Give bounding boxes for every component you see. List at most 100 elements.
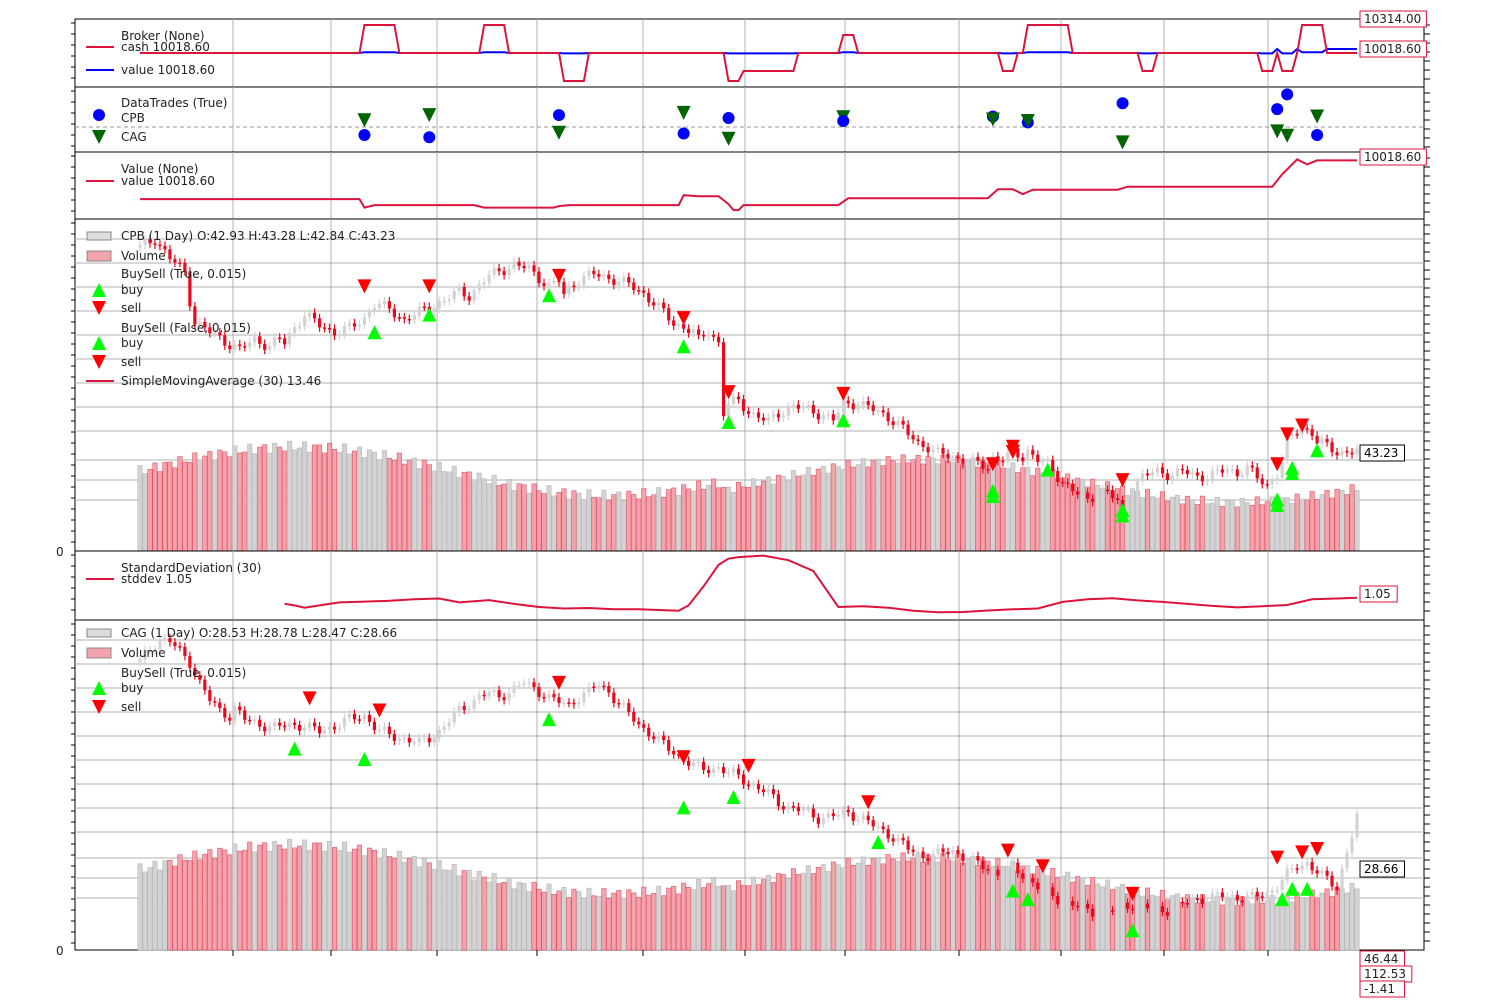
volume-bar bbox=[910, 459, 916, 552]
candle-body bbox=[1250, 465, 1254, 468]
candle-body bbox=[956, 850, 960, 854]
volume-bar bbox=[411, 855, 417, 951]
volume-bar bbox=[611, 494, 617, 552]
volume-bar bbox=[192, 850, 198, 951]
volume-bar bbox=[1010, 462, 1016, 552]
volume-bar bbox=[401, 861, 407, 951]
buy-marker bbox=[541, 288, 556, 303]
candle-body bbox=[1175, 901, 1180, 910]
volume-bar bbox=[895, 860, 901, 951]
volume-bar bbox=[496, 883, 502, 951]
candle-body bbox=[921, 441, 925, 448]
trade-marker-cpb bbox=[1281, 88, 1294, 101]
candle-body bbox=[976, 456, 980, 461]
candle-body bbox=[726, 403, 731, 417]
candle-body bbox=[342, 325, 347, 335]
volume-bar bbox=[646, 894, 652, 951]
volume-bar bbox=[1214, 497, 1220, 552]
candle-body bbox=[507, 693, 511, 701]
volume-bar bbox=[1349, 484, 1355, 552]
candle-body bbox=[1225, 469, 1229, 473]
volume-bar bbox=[750, 876, 756, 951]
volume-bar bbox=[541, 493, 547, 552]
candle-body bbox=[532, 682, 536, 688]
volume-bar bbox=[551, 894, 557, 951]
candle-body bbox=[1215, 469, 1219, 471]
volume-bar bbox=[322, 452, 328, 552]
candle-body bbox=[941, 447, 945, 454]
candle-body bbox=[761, 417, 766, 421]
sell-marker bbox=[302, 691, 317, 706]
candle-body bbox=[1240, 900, 1244, 903]
volume-bar bbox=[1299, 897, 1305, 951]
volume-bar bbox=[1050, 867, 1056, 951]
volume-bar bbox=[661, 496, 667, 552]
candle-body bbox=[1200, 898, 1204, 904]
candle-body bbox=[352, 323, 357, 327]
candle-body bbox=[327, 726, 332, 731]
candle-body bbox=[1170, 476, 1175, 481]
bottom-tag: 46.44 bbox=[1364, 952, 1398, 966]
volume-bar bbox=[1249, 903, 1255, 951]
volume-bar bbox=[1174, 893, 1180, 951]
buy-marker bbox=[1125, 923, 1140, 938]
candle-body bbox=[462, 286, 466, 297]
candle-body bbox=[402, 317, 406, 319]
volume-bar bbox=[137, 465, 143, 552]
buy-marker bbox=[871, 835, 886, 850]
volume-bar bbox=[232, 445, 238, 552]
candle-body bbox=[288, 722, 292, 728]
volume-bar bbox=[1219, 506, 1225, 552]
buy-marker bbox=[726, 790, 741, 805]
volume-bar bbox=[716, 487, 722, 552]
candle-body bbox=[213, 701, 217, 703]
volume-bar bbox=[511, 490, 517, 552]
candle-body bbox=[138, 659, 142, 663]
candle-body bbox=[1086, 492, 1090, 499]
volume-bar bbox=[1274, 504, 1280, 552]
legend-entry: BuySell (True, 0.015) bbox=[121, 666, 246, 680]
volume-bar bbox=[1304, 499, 1310, 552]
broker-last-value-tag: 10018.60 bbox=[1364, 42, 1421, 56]
candle-body bbox=[612, 692, 616, 704]
candle-body bbox=[337, 334, 342, 337]
buy-marker bbox=[836, 413, 851, 428]
candle-body bbox=[801, 808, 805, 812]
volume-bar bbox=[1060, 477, 1066, 552]
volume-bar bbox=[1035, 467, 1041, 552]
datatrades-panel: DataTrades (True)CPB CAG bbox=[71, 86, 1430, 153]
candle-body bbox=[537, 271, 541, 284]
candle-body bbox=[647, 292, 651, 303]
volume-bar bbox=[506, 478, 512, 552]
candle-body bbox=[726, 772, 731, 774]
candle-body bbox=[442, 300, 446, 303]
broker-panel: Broker (None)cash 10018.60 value 10018.60… bbox=[71, 10, 1430, 88]
volume-bar bbox=[1284, 497, 1290, 552]
volume-bar bbox=[1110, 889, 1116, 951]
candle-body bbox=[322, 327, 327, 329]
value-last-tag: 10018.60 bbox=[1364, 150, 1421, 164]
candle-body bbox=[876, 410, 880, 412]
volume-bar bbox=[1339, 888, 1345, 951]
volume-bar bbox=[885, 456, 891, 552]
volume-bar bbox=[1224, 898, 1230, 951]
volume-bar bbox=[1204, 902, 1210, 951]
candle-body bbox=[916, 851, 920, 854]
candle-body bbox=[697, 329, 701, 335]
candle-body bbox=[856, 819, 860, 822]
candle-body bbox=[741, 399, 746, 412]
candle-body bbox=[1230, 894, 1234, 897]
volume-bar bbox=[651, 892, 657, 951]
candle-body bbox=[936, 848, 940, 854]
candle-body bbox=[1076, 905, 1080, 908]
volume-bar bbox=[167, 859, 173, 951]
volume-bar bbox=[990, 866, 996, 951]
candle-body bbox=[986, 469, 990, 471]
volume-bar bbox=[446, 869, 452, 951]
candle-body bbox=[178, 262, 182, 265]
candle-body bbox=[472, 699, 476, 709]
volume-bar bbox=[750, 478, 756, 552]
candle-body bbox=[382, 726, 386, 730]
volume-bar bbox=[571, 888, 577, 951]
candle-body bbox=[173, 642, 177, 647]
